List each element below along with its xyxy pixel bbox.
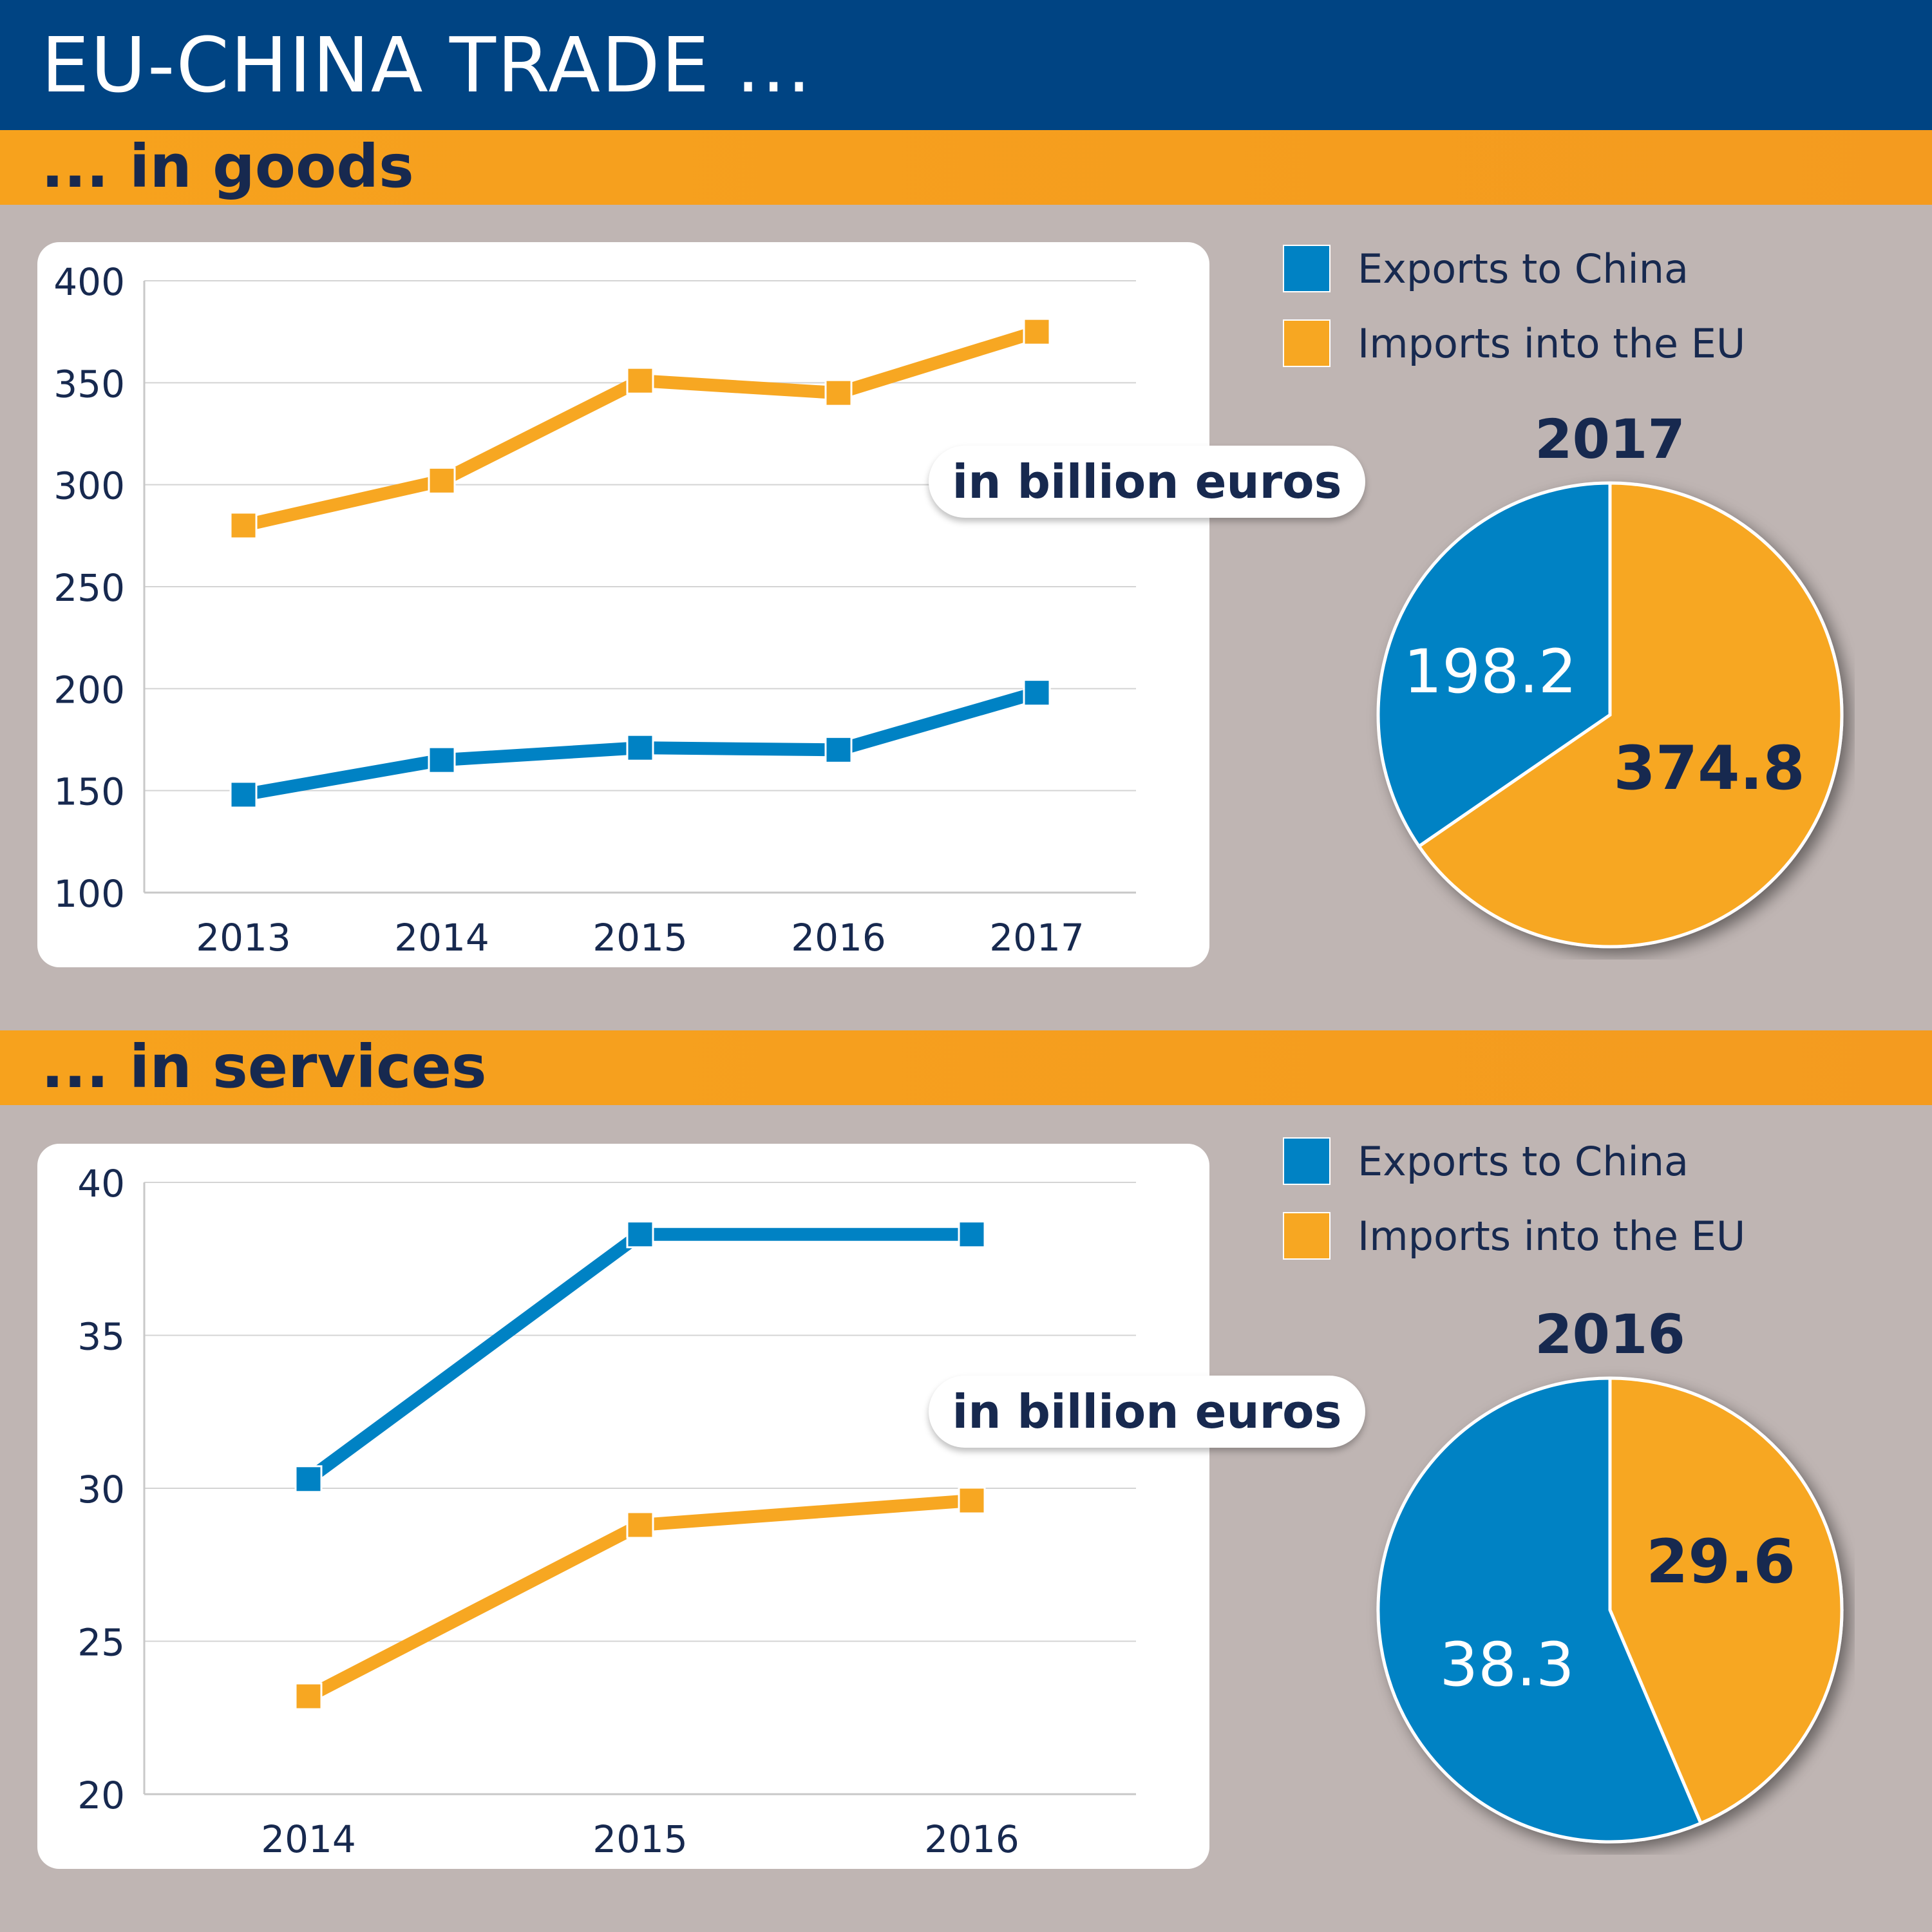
goods-pie-value-imports: 374.8 [1613, 734, 1804, 804]
header-bar: EU-CHINA TRADE ... [0, 0, 1932, 130]
services-line-chart-card: 20 25 30 35 40 2014 2015 2016 [37, 1144, 1209, 1869]
goods-exports-point [1023, 679, 1051, 707]
y-tick-label: 150 [53, 770, 125, 814]
goods-imports-line [237, 325, 1043, 532]
goods-imports-point [626, 366, 654, 395]
services-pie-group [1376, 1376, 1844, 1844]
goods-section-heading: ... in goods [41, 132, 414, 201]
services-section-heading-band: ... in services [0, 1030, 1932, 1105]
legend-label-exports: Exports to China [1358, 245, 1689, 292]
services-section-heading: ... in services [41, 1032, 487, 1101]
exports-swatch [1283, 245, 1331, 292]
services-pie-year: 2016 [1535, 1303, 1685, 1366]
services-line-chart: 20 25 30 35 40 2014 2015 2016 [77, 1162, 1136, 1861]
services-exports-point [958, 1220, 986, 1249]
y-tick-label: 25 [77, 1621, 125, 1665]
y-tick-label: 250 [53, 566, 125, 610]
y-tick-label: 20 [77, 1774, 125, 1817]
goods-line-chart: 100 150 200 250 300 350 400 2013 2014 2015 2016 201… [53, 260, 1136, 960]
page-title: EU-CHINA TRADE ... [41, 21, 813, 109]
goods-exports-point [824, 735, 853, 764]
y-tick-label: 35 [77, 1315, 125, 1359]
x-tick-label: 2016 [791, 916, 886, 960]
x-tick-label: 2015 [592, 916, 688, 960]
y-tick-label: 300 [53, 464, 125, 508]
legend-label-exports: Exports to China [1358, 1138, 1689, 1185]
goods-imports-point [428, 466, 456, 495]
goods-pie-slice-imports [1416, 481, 1844, 949]
services-imports-point [626, 1511, 654, 1539]
goods-imports-point [1023, 317, 1051, 346]
x-tick-label: 2017 [989, 916, 1084, 960]
goods-line-chart-card: 100 150 200 250 300 350 400 2013 2014 2015 2016 201… [37, 242, 1209, 967]
services-exports-line [302, 1227, 978, 1486]
services-exports-point [294, 1465, 323, 1493]
y-tick-label: 100 [53, 872, 125, 916]
goods-imports-point [824, 379, 853, 407]
goods-exports-point [229, 781, 258, 809]
x-tick-label: 2014 [394, 916, 489, 960]
imports-swatch [1283, 1212, 1331, 1260]
services-pie-value-imports: 29.6 [1646, 1527, 1795, 1597]
goods-pie-year: 2017 [1535, 408, 1685, 471]
goods-imports-point [229, 511, 258, 540]
x-tick-label: 2016 [924, 1817, 1019, 1861]
goods-unit-label: in billion euros [929, 446, 1365, 518]
goods-pie-slice-exports [1376, 481, 1612, 849]
x-tick-label: 2014 [261, 1817, 356, 1861]
services-pie-value-exports: 38.3 [1439, 1630, 1574, 1700]
services-pie-slice-exports [1376, 1376, 1703, 1844]
legend-label-imports: Imports into the EU [1358, 320, 1746, 367]
y-tick-label: 200 [53, 668, 125, 712]
y-tick-label: 30 [77, 1468, 125, 1511]
services-imports-point [958, 1486, 986, 1515]
goods-exports-point [626, 734, 654, 762]
goods-pie-group [1376, 481, 1844, 949]
services-unit-label: in billion euros [929, 1376, 1365, 1448]
services-pie-slice-imports [1608, 1376, 1844, 1826]
y-tick-label: 400 [53, 260, 125, 304]
y-tick-label: 40 [77, 1162, 125, 1206]
services-imports-point [294, 1682, 323, 1710]
x-tick-label: 2015 [592, 1817, 688, 1861]
exports-swatch [1283, 1137, 1331, 1185]
services-exports-point [626, 1220, 654, 1249]
x-tick-label: 2013 [196, 916, 291, 960]
goods-pie-value-exports: 198.2 [1403, 637, 1577, 707]
imports-swatch [1283, 319, 1331, 367]
goods-section-heading-band: ... in goods [0, 130, 1932, 205]
legend-label-imports: Imports into the EU [1358, 1213, 1746, 1260]
services-pie-chart: 38.3 29.6 [1376, 1376, 1844, 1844]
goods-pie-chart: 198.2 374.8 [1376, 481, 1844, 949]
goods-exports-point [428, 746, 456, 774]
y-tick-label: 350 [53, 362, 125, 406]
